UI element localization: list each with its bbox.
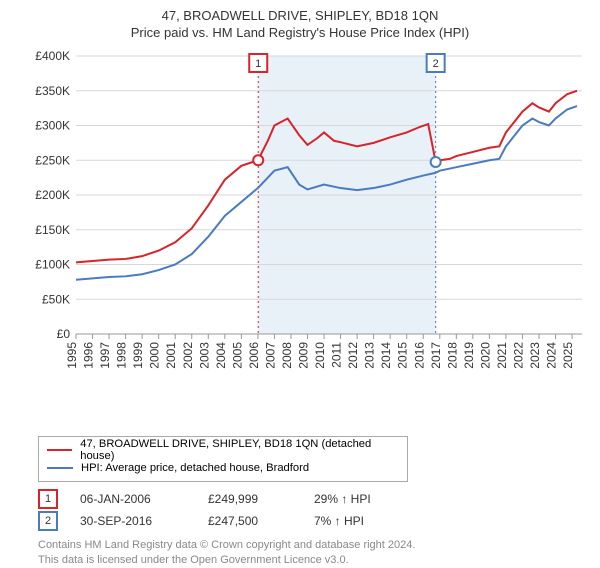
svg-text:2007: 2007	[263, 342, 277, 369]
legend-swatch-hpi	[47, 467, 73, 469]
svg-text:£400K: £400K	[35, 50, 70, 63]
svg-text:2021: 2021	[495, 342, 509, 369]
svg-text:2019: 2019	[462, 342, 476, 369]
sale-marker-badge-1: 1	[38, 489, 58, 509]
svg-text:2020: 2020	[478, 342, 492, 369]
sale-date-1: 06-JAN-2006	[80, 492, 208, 506]
svg-text:2012: 2012	[346, 342, 360, 369]
legend-label-hpi: HPI: Average price, detached house, Brad…	[81, 462, 309, 474]
svg-text:2017: 2017	[429, 342, 443, 369]
svg-text:2015: 2015	[396, 342, 410, 369]
sale-delta-2: 7% ↑ HPI	[314, 514, 364, 528]
svg-text:2002: 2002	[181, 342, 195, 369]
chart-title-subtitle: Price paid vs. HM Land Registry's House …	[0, 25, 600, 40]
sale-marker-badge-2: 2	[38, 511, 58, 531]
svg-text:2013: 2013	[363, 342, 377, 369]
svg-text:2005: 2005	[230, 342, 244, 369]
svg-text:1998: 1998	[115, 342, 129, 369]
svg-text:2010: 2010	[313, 342, 327, 369]
svg-text:£250K: £250K	[35, 153, 70, 167]
sale-price-1: £249,999	[208, 492, 314, 506]
sale-price-2: £247,500	[208, 514, 314, 528]
sale-marker-1: 1 06-JAN-2006 £249,999 29% ↑ HPI	[38, 488, 600, 510]
sale-marker-2: 2 30-SEP-2016 £247,500 7% ↑ HPI	[38, 510, 600, 532]
svg-text:2000: 2000	[148, 342, 162, 369]
svg-text:1996: 1996	[82, 342, 96, 369]
svg-text:2025: 2025	[561, 342, 575, 369]
chart-title-address: 47, BROADWELL DRIVE, SHIPLEY, BD18 1QN	[0, 8, 600, 23]
svg-text:1995: 1995	[65, 342, 79, 369]
svg-text:1999: 1999	[131, 342, 145, 369]
svg-text:2009: 2009	[297, 342, 311, 369]
svg-text:2008: 2008	[280, 342, 294, 369]
chart-container: 47, BROADWELL DRIVE, SHIPLEY, BD18 1QN P…	[0, 0, 600, 560]
sale-markers-list: 1 06-JAN-2006 £249,999 29% ↑ HPI 2 30-SE…	[38, 488, 600, 532]
legend: 47, BROADWELL DRIVE, SHIPLEY, BD18 1QN (…	[38, 436, 408, 482]
svg-text:£200K: £200K	[35, 188, 70, 202]
legend-item-property: 47, BROADWELL DRIVE, SHIPLEY, BD18 1QN (…	[47, 441, 399, 459]
svg-text:2022: 2022	[511, 342, 525, 369]
svg-text:2006: 2006	[247, 342, 261, 369]
svg-text:2024: 2024	[545, 342, 559, 369]
sale-date-2: 30-SEP-2016	[80, 514, 208, 528]
footer-attribution: Contains HM Land Registry data © Crown c…	[38, 538, 600, 568]
svg-text:2004: 2004	[214, 342, 228, 369]
svg-text:2016: 2016	[412, 342, 426, 369]
svg-text:1: 1	[255, 58, 261, 70]
sale-delta-1: 29% ↑ HPI	[314, 492, 371, 506]
svg-text:2011: 2011	[330, 342, 344, 368]
chart-plot-area: £0 £50K £100K £150K £200K £250K £300K £350K £400…	[30, 50, 590, 380]
svg-text:2003: 2003	[197, 342, 211, 369]
svg-text:2023: 2023	[528, 342, 542, 369]
svg-text:2018: 2018	[445, 342, 459, 369]
svg-text:£300K: £300K	[35, 119, 70, 133]
svg-text:£350K: £350K	[35, 84, 70, 98]
chart-titles: 47, BROADWELL DRIVE, SHIPLEY, BD18 1QN P…	[0, 0, 600, 40]
svg-text:1997: 1997	[98, 342, 112, 369]
chart-svg: £0 £50K £100K £150K £200K £250K £300K £350K £400…	[30, 50, 590, 380]
svg-text:2014: 2014	[379, 342, 393, 369]
svg-text:2: 2	[433, 58, 439, 70]
svg-text:2001: 2001	[164, 342, 178, 369]
svg-text:£150K: £150K	[35, 223, 70, 237]
legend-label-property: 47, BROADWELL DRIVE, SHIPLEY, BD18 1QN (…	[80, 438, 399, 462]
svg-text:£50K: £50K	[42, 292, 70, 306]
legend-swatch-property	[47, 449, 72, 451]
svg-text:£100K: £100K	[35, 258, 70, 272]
svg-text:£0: £0	[57, 327, 71, 341]
